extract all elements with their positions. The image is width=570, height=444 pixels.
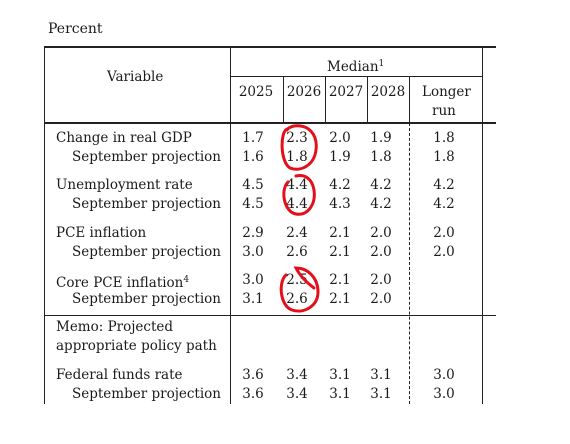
- table-top-rule: [44, 46, 496, 48]
- row-label: September projection: [72, 386, 221, 402]
- cell-longer-run: 2.0: [433, 225, 455, 241]
- cell-2028: 4.2: [370, 177, 392, 193]
- cell-longer-run: 1.8: [433, 130, 455, 146]
- year-header-2025: 2025: [238, 84, 274, 100]
- cell-2027: 2.1: [329, 244, 351, 260]
- row-label: Change in real GDP: [56, 130, 192, 146]
- cell-2026: 4.4: [286, 196, 308, 212]
- cell-longer-run: 3.0: [433, 367, 455, 383]
- cell-2027: 2.0: [329, 130, 351, 146]
- cell-2027: 1.9: [329, 149, 351, 165]
- cell-2025: 3.1: [242, 291, 264, 307]
- row-label: PCE inflation: [56, 225, 147, 241]
- row-label: September projection: [72, 196, 221, 212]
- right-border: [482, 46, 483, 404]
- memo-line2: appropriate policy path: [56, 338, 217, 354]
- cell-2025: 1.7: [242, 130, 264, 146]
- left-border: [44, 46, 45, 404]
- year-divider-1: [283, 76, 284, 122]
- row-label: Unemployment rate: [56, 177, 193, 193]
- median-header: Median1: [327, 59, 385, 75]
- cell-2026: 2.4: [286, 225, 308, 241]
- cell-2028: 2.0: [370, 272, 392, 288]
- cell-2028: 2.0: [370, 244, 392, 260]
- cell-2028: 2.0: [370, 225, 392, 241]
- variable-column-divider: [230, 46, 231, 404]
- cell-2025: 1.6: [242, 149, 264, 165]
- year-header-2028: 2028: [370, 84, 406, 100]
- median-underline: [230, 76, 482, 77]
- memo-line1: Memo: Projected: [56, 319, 174, 335]
- table-header-rule: [44, 122, 496, 124]
- cell-2025: 4.5: [242, 196, 264, 212]
- cell-longer-run: 3.0: [433, 386, 455, 402]
- cell-2027: 2.1: [329, 272, 351, 288]
- cell-2025: 3.0: [242, 244, 264, 260]
- year-divider-3: [367, 76, 368, 122]
- cell-2026: 4.4: [286, 177, 308, 193]
- cell-2026: 2.6: [286, 244, 308, 260]
- row-label: Core PCE inflation4: [56, 275, 190, 291]
- table-memo-rule: [44, 315, 496, 316]
- year-header-2027: 2027: [328, 84, 364, 100]
- cell-2026: 2.3: [286, 130, 308, 146]
- cell-2025: 3.6: [242, 386, 264, 402]
- longer-run-header-line2: run: [432, 103, 456, 119]
- cell-2027: 2.1: [329, 291, 351, 307]
- cell-2028: 1.8: [370, 149, 392, 165]
- cell-2027: 4.3: [329, 196, 351, 212]
- unit-label: Percent: [48, 21, 103, 37]
- year-divider-2: [325, 76, 326, 122]
- annotation-circle-core-pce: [279, 266, 320, 313]
- year-divider-4: [409, 76, 410, 122]
- cell-longer-run: 4.2: [433, 177, 455, 193]
- cell-2028: 3.1: [370, 386, 392, 402]
- cell-2025: 4.5: [242, 177, 264, 193]
- cell-2025: 2.9: [242, 225, 264, 241]
- annotation-circle-gdp: [280, 124, 318, 171]
- row-label: September projection: [72, 244, 221, 260]
- variable-header: Variable: [107, 69, 164, 85]
- cell-2028: 2.0: [370, 291, 392, 307]
- cell-2027: 3.1: [329, 386, 351, 402]
- cell-2028: 1.9: [370, 130, 392, 146]
- cell-2025: 3.0: [242, 272, 264, 288]
- cell-2026: 3.4: [286, 367, 308, 383]
- cell-longer-run: 4.2: [433, 196, 455, 212]
- cell-2027: 3.1: [329, 367, 351, 383]
- cell-2026: 3.4: [286, 386, 308, 402]
- row-label: Federal funds rate: [56, 367, 183, 383]
- cell-longer-run: 1.8: [433, 149, 455, 165]
- row-label: September projection: [72, 149, 221, 165]
- cell-2026: 1.8: [286, 149, 308, 165]
- longer-run-header-line1: Longer: [422, 84, 471, 100]
- cell-2027: 4.2: [329, 177, 351, 193]
- cell-2028: 3.1: [370, 367, 392, 383]
- longer-run-dashed-divider: [409, 123, 410, 404]
- cell-2028: 4.2: [370, 196, 392, 212]
- cell-longer-run: 2.0: [433, 244, 455, 260]
- annotation-circle-unemployment: [282, 174, 316, 216]
- cell-2025: 3.6: [242, 367, 264, 383]
- year-header-2026: 2026: [286, 84, 322, 100]
- cell-2026: 2.6: [286, 291, 308, 307]
- cell-2027: 2.1: [329, 225, 351, 241]
- row-label: September projection: [72, 291, 221, 307]
